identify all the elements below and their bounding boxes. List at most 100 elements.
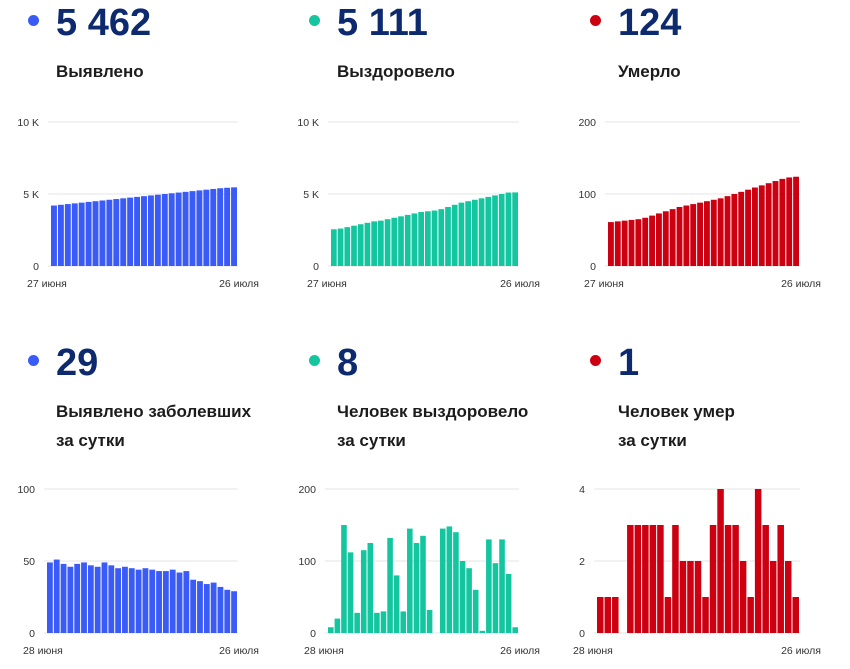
- bar: [182, 191, 189, 266]
- bar: [341, 525, 347, 633]
- bar: [74, 563, 81, 633]
- bar: [92, 201, 99, 266]
- bar: [94, 566, 101, 633]
- bar: [407, 528, 413, 633]
- bar: [438, 209, 445, 266]
- bar: [478, 198, 485, 266]
- y-tick-label: 0: [590, 261, 596, 273]
- green-dot-icon: [309, 355, 320, 366]
- bar: [413, 543, 420, 633]
- bar: [608, 222, 614, 266]
- bar: [604, 597, 612, 633]
- bar: [732, 525, 739, 633]
- bar: [669, 209, 676, 266]
- bar: [614, 221, 621, 266]
- red-dot-icon: [590, 15, 601, 26]
- bar: [162, 571, 169, 633]
- y-tick-label: 10 K: [297, 117, 319, 129]
- bar: [739, 561, 747, 633]
- bar: [445, 206, 451, 266]
- bar: [724, 525, 732, 633]
- y-tick-label: 4: [579, 484, 585, 496]
- bar: [141, 196, 147, 266]
- bar: [231, 591, 237, 633]
- bar: [662, 211, 669, 266]
- bar: [367, 543, 374, 633]
- bar: [717, 198, 724, 266]
- bar: [479, 630, 486, 633]
- bar: [754, 489, 762, 633]
- bar: [634, 525, 642, 633]
- bar: [465, 201, 471, 266]
- bar: [224, 589, 231, 633]
- bar: [357, 224, 364, 266]
- bar: [120, 198, 127, 266]
- bar: [351, 225, 357, 266]
- bar: [115, 568, 122, 633]
- x-tick-label-end: 26 июля: [781, 278, 821, 290]
- bar: [328, 627, 334, 633]
- y-tick-label: 10 K: [17, 117, 39, 129]
- y-tick-label: 0: [310, 628, 316, 640]
- bar: [85, 201, 92, 266]
- bar: [777, 525, 784, 633]
- bar: [683, 205, 690, 266]
- y-tick-label: 2: [579, 556, 585, 568]
- blue-dot-icon: [28, 355, 39, 366]
- y-tick-label: 0: [33, 261, 39, 273]
- bar: [472, 589, 479, 633]
- bar: [451, 204, 458, 266]
- stat-label: Человек выздоровело: [337, 402, 529, 421]
- stat-value: 29: [56, 342, 99, 384]
- bar: [472, 199, 478, 266]
- stat-label: Умерло: [618, 62, 681, 81]
- bar: [175, 192, 182, 266]
- bar: [679, 561, 687, 633]
- stat-value: 124: [618, 2, 682, 44]
- blue-dot-icon: [28, 15, 39, 26]
- x-tick-label-end: 26 июля: [219, 645, 259, 657]
- stat-label: за сутки: [56, 431, 125, 450]
- stat-label: Человек умер: [618, 402, 735, 421]
- bar: [752, 187, 758, 266]
- bar: [420, 535, 426, 633]
- bar: [621, 220, 628, 266]
- bar: [147, 195, 154, 266]
- bar: [687, 561, 694, 633]
- bar: [391, 217, 398, 266]
- bar: [197, 581, 203, 633]
- bar: [765, 183, 772, 266]
- x-tick-label-start: 27 июня: [27, 278, 67, 290]
- bar: [642, 217, 649, 266]
- bar: [738, 191, 745, 266]
- bar: [499, 539, 505, 633]
- y-tick-label: 50: [23, 556, 35, 568]
- bar: [431, 210, 438, 266]
- bar: [393, 575, 400, 633]
- bar: [169, 569, 176, 633]
- bar: [779, 178, 786, 266]
- bar: [156, 571, 162, 633]
- y-tick-label: 0: [313, 261, 319, 273]
- bar: [142, 568, 149, 633]
- bar: [161, 194, 168, 266]
- bar: [597, 597, 604, 633]
- bar: [762, 525, 769, 633]
- bar: [485, 196, 492, 266]
- bar: [747, 597, 754, 633]
- stat-label: Выявлено заболевших: [56, 402, 252, 421]
- y-tick-label: 0: [29, 628, 35, 640]
- bar: [113, 199, 120, 266]
- bar: [387, 537, 393, 633]
- bar: [717, 489, 724, 633]
- red-dot-icon: [590, 355, 601, 366]
- bar: [64, 204, 71, 266]
- bar: [492, 563, 499, 633]
- bar: [203, 189, 210, 266]
- bar: [87, 565, 94, 633]
